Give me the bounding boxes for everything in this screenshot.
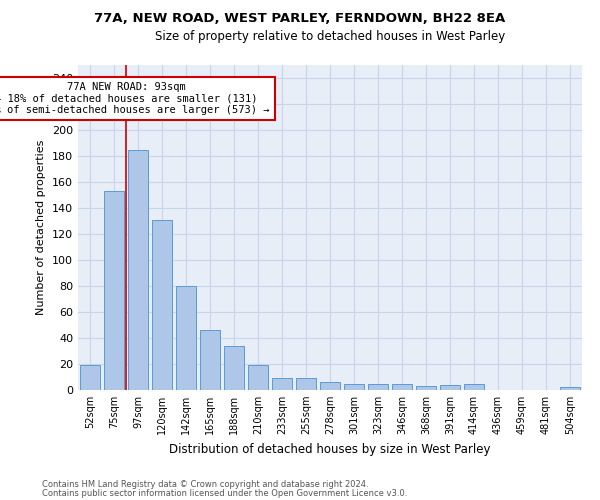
Bar: [176, 286, 196, 390]
Bar: [440, 385, 460, 390]
Bar: [296, 378, 316, 390]
Y-axis label: Number of detached properties: Number of detached properties: [37, 140, 46, 315]
Bar: [320, 382, 340, 390]
Bar: [224, 346, 244, 390]
Bar: [128, 150, 148, 390]
Bar: [104, 191, 124, 390]
Bar: [368, 384, 388, 390]
Text: Contains public sector information licensed under the Open Government Licence v3: Contains public sector information licen…: [42, 488, 407, 498]
Bar: [560, 388, 580, 390]
Text: 77A NEW ROAD: 93sqm
← 18% of detached houses are smaller (131)
81% of semi-detac: 77A NEW ROAD: 93sqm ← 18% of detached ho…: [0, 82, 270, 115]
Bar: [272, 378, 292, 390]
Bar: [248, 366, 268, 390]
Text: Contains HM Land Registry data © Crown copyright and database right 2024.: Contains HM Land Registry data © Crown c…: [42, 480, 368, 489]
Bar: [80, 366, 100, 390]
X-axis label: Distribution of detached houses by size in West Parley: Distribution of detached houses by size …: [169, 442, 491, 456]
Bar: [392, 384, 412, 390]
Bar: [416, 386, 436, 390]
Title: Size of property relative to detached houses in West Parley: Size of property relative to detached ho…: [155, 30, 505, 43]
Bar: [464, 384, 484, 390]
Bar: [200, 330, 220, 390]
Bar: [152, 220, 172, 390]
Bar: [344, 384, 364, 390]
Text: 77A, NEW ROAD, WEST PARLEY, FERNDOWN, BH22 8EA: 77A, NEW ROAD, WEST PARLEY, FERNDOWN, BH…: [94, 12, 506, 26]
